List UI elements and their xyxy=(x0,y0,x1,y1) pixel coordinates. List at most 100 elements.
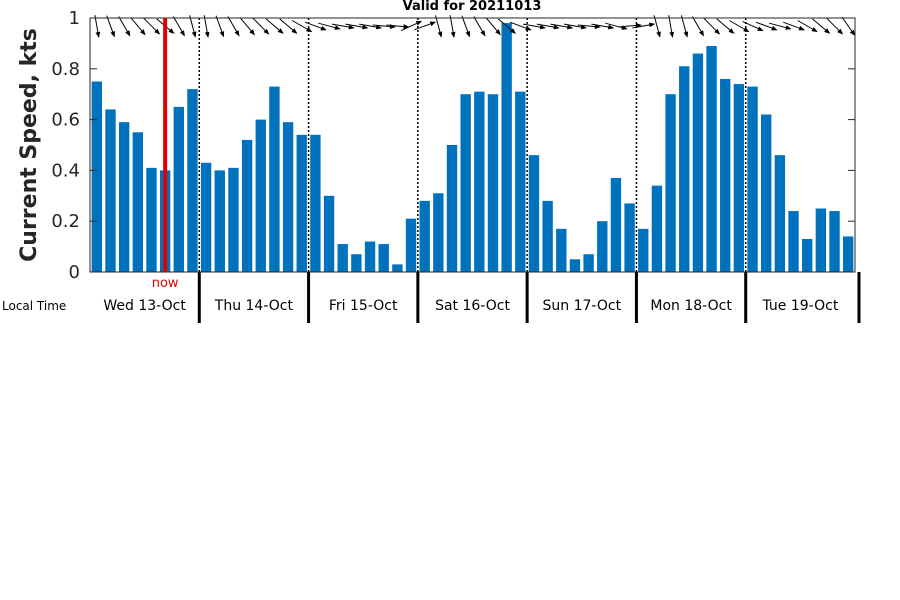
direction-arrow xyxy=(215,15,225,38)
bar xyxy=(200,162,212,272)
bar xyxy=(774,155,786,272)
direction-arrow xyxy=(716,18,735,34)
direction-arrow xyxy=(291,20,313,33)
bar xyxy=(282,122,294,272)
day-separators-group xyxy=(197,18,861,323)
direction-arrow xyxy=(605,22,628,30)
direction-arrow xyxy=(797,20,818,33)
y-axis-label: Current Speed, kts xyxy=(17,28,42,262)
now-label: now xyxy=(152,276,179,291)
direction-arrow xyxy=(239,17,255,36)
bar xyxy=(351,254,362,272)
y-axis: 0 0.2 0.4 0.6 0.8 1 xyxy=(51,8,855,283)
direction-arrow xyxy=(691,16,705,37)
bar xyxy=(720,78,731,273)
direction-arrow xyxy=(318,22,341,30)
direction-arrow xyxy=(106,15,115,38)
bar xyxy=(446,145,458,272)
y-tick-label: 0.2 xyxy=(51,211,80,232)
bar xyxy=(310,134,321,272)
bar xyxy=(583,254,594,272)
bar xyxy=(337,244,348,272)
direction-arrow xyxy=(509,21,532,31)
direction-arrow xyxy=(783,21,806,31)
bar xyxy=(146,167,157,272)
bar xyxy=(747,86,758,272)
direction-arrow xyxy=(359,23,383,30)
y-tick-label: 0 xyxy=(69,262,80,283)
direction-arrow xyxy=(729,20,750,33)
day-label: Wed 13-Oct xyxy=(103,298,186,314)
direction-arrow xyxy=(265,18,284,34)
bar xyxy=(269,86,280,272)
axes-frame xyxy=(89,17,856,273)
bar xyxy=(624,203,635,272)
bar xyxy=(132,132,143,272)
bar xyxy=(515,91,526,272)
direction-arrow xyxy=(826,17,844,35)
y-tick-label: 0.6 xyxy=(51,110,80,131)
bar xyxy=(378,244,389,272)
bar xyxy=(118,122,130,272)
bar xyxy=(528,155,540,272)
bar xyxy=(815,208,827,272)
day-label: Tue 19-Oct xyxy=(761,298,838,314)
bar xyxy=(692,53,704,273)
direction-arrow xyxy=(279,18,298,34)
bar xyxy=(187,89,198,273)
bar xyxy=(501,23,512,272)
bar xyxy=(665,94,676,272)
bar xyxy=(474,91,485,272)
direction-arrow xyxy=(94,15,101,38)
direction-arrow xyxy=(550,23,574,30)
bar xyxy=(241,139,253,272)
bar xyxy=(610,178,622,272)
bar xyxy=(228,167,239,272)
bar xyxy=(802,238,813,272)
direction-arrow xyxy=(189,15,197,38)
direction-arrow xyxy=(577,24,601,29)
bar xyxy=(419,200,430,272)
bar xyxy=(679,66,690,272)
bar xyxy=(842,236,854,272)
day-labels-group: Wed 13-Oct Thu 14-Oct Fri 15-Oct Sat 16-Oct… xyxy=(103,298,838,314)
bar xyxy=(323,195,335,272)
now-marker-group: now xyxy=(152,18,179,291)
direction-arrow xyxy=(449,15,456,38)
direction-arrow xyxy=(203,15,210,38)
y-tick-label: 0.4 xyxy=(51,160,80,181)
direction-arrow xyxy=(618,23,642,28)
direction-arrow xyxy=(435,15,443,38)
bar xyxy=(460,94,471,272)
direction-arrow xyxy=(591,23,615,30)
direction-arrow xyxy=(386,24,410,29)
direction-arrow xyxy=(118,16,131,37)
day-label: Mon 18-Oct xyxy=(650,298,732,314)
bar xyxy=(173,106,184,273)
bar xyxy=(569,259,581,272)
day-label: Sat 16-Oct xyxy=(435,298,510,314)
bar xyxy=(638,228,649,272)
y-tick-label: 1 xyxy=(69,8,80,29)
day-label: Fri 15-Oct xyxy=(329,298,398,314)
direction-arrow xyxy=(668,15,675,38)
local-time-label: Local Time xyxy=(2,299,66,313)
direction-arrow xyxy=(414,21,437,31)
direction-arrow xyxy=(680,15,689,38)
bar xyxy=(405,218,417,272)
bar xyxy=(487,94,499,272)
direction-arrow xyxy=(372,24,396,29)
direction-arrow xyxy=(523,23,546,30)
direction-arrow xyxy=(769,22,792,30)
bar xyxy=(542,200,553,272)
bar xyxy=(829,211,840,272)
bar xyxy=(296,134,307,272)
bar xyxy=(788,211,799,272)
direction-arrow xyxy=(841,16,856,36)
direction-arrow xyxy=(564,23,587,30)
bar xyxy=(651,185,663,272)
bar xyxy=(255,119,266,272)
direction-arrow xyxy=(143,17,161,35)
direction-arrow xyxy=(653,15,661,38)
